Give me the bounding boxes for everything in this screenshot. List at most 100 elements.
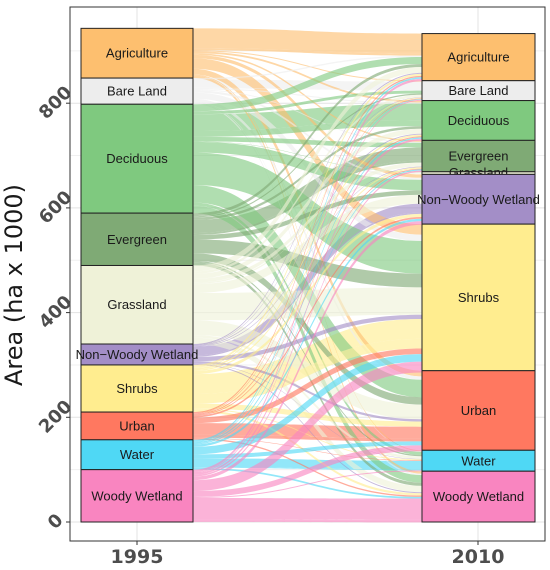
- flow-water-to-bare-land: [193, 99, 422, 443]
- node-label-2010-non-woody-wetland: Non−Woody Wetland: [417, 192, 540, 207]
- flow-grassland-to-shrubs: [193, 287, 422, 321]
- flow-water-to-deciduous: [193, 137, 422, 444]
- node-label-1995-woody-wetland: Woody Wetland: [91, 488, 182, 503]
- flow-non-woody-wetland-to-non-woody-wetland: [193, 203, 422, 356]
- flow-evergreen-to-bare-land: [193, 93, 422, 218]
- node-1995-shrubs: [80, 364, 194, 413]
- flow-urban-to-shrubs: [193, 348, 422, 424]
- flow-shrubs-to-shrubs: [193, 338, 422, 404]
- panel-border: [69, 6, 546, 542]
- flow-deciduous-to-deciduous: [193, 120, 422, 137]
- flow-urban-to-woody-wetland: [193, 438, 422, 497]
- node-label-1995-bare-land: Bare Land: [107, 84, 167, 99]
- node-label-2010-evergreen: Evergreen: [449, 149, 509, 164]
- node-1995-water: [80, 439, 194, 471]
- y-tick-label: 0: [44, 510, 68, 534]
- flow-woody-wetland-to-non-woody-wetland: [193, 221, 422, 481]
- node-label-1995-urban: Urban: [119, 418, 154, 433]
- flow-agriculture-to-deciduous: [193, 51, 422, 103]
- flow-water-to-woody-wetland: [193, 467, 422, 499]
- flow-non-woody-wetland-to-evergreen: [193, 166, 422, 347]
- flow-non-woody-wetland-to-urban: [193, 361, 422, 422]
- flow-non-woody-wetland-to-non-woody-wetland: [193, 212, 422, 357]
- node-1995-woody-wetland: [80, 469, 194, 523]
- flow-evergreen-to-non-woody-wetland: [193, 190, 422, 240]
- flow-evergreen-to-evergreen: [193, 160, 422, 236]
- flow-bare-land-to-evergreen: [193, 89, 422, 143]
- flow-grassland-to-non-woody-wetland: [193, 194, 422, 294]
- flow-urban-to-urban: [193, 434, 422, 442]
- flow-grassland-to-water: [193, 335, 422, 459]
- flow-woody-wetland-to-deciduous: [193, 138, 422, 476]
- node-2010-deciduous: [421, 100, 536, 141]
- flow-agriculture-to-agriculture: [193, 28, 422, 54]
- node-label-2010-deciduous: Deciduous: [448, 113, 510, 128]
- node-label-1995-agriculture: Agriculture: [106, 46, 168, 61]
- node-2010-agriculture: [421, 33, 536, 82]
- flow-bare-land-to-deciduous: [193, 88, 422, 104]
- flow-grassland-to-bare-land: [193, 94, 422, 274]
- flow-deciduous-to-bare-land: [193, 90, 422, 115]
- flow-urban-to-evergreen: [193, 168, 422, 416]
- flow-grassland-to-evergreen: [193, 162, 422, 283]
- node-2010-non-woody-wetland: [421, 173, 536, 225]
- flow-non-woody-wetland-to-shrubs: [193, 314, 422, 362]
- flow-agriculture-to-agriculture: [193, 48, 422, 56]
- node-2010-woody-wetland: [421, 470, 536, 523]
- flow-woody-wetland-to-woody-wetland: [193, 519, 422, 523]
- flow-shrubs-to-woody-wetland: [193, 409, 422, 496]
- node-2010-evergreen: [421, 139, 536, 173]
- node-label-2010-agriculture: Agriculture: [447, 50, 509, 65]
- node-label-2010-shrubs: Shrubs: [458, 290, 500, 305]
- flow-shrubs-to-shrubs: [193, 319, 422, 394]
- flow-evergreen-to-deciduous: [193, 126, 422, 220]
- node-2010-urban: [421, 370, 536, 451]
- flow-woody-wetland-to-woody-wetland: [193, 497, 422, 520]
- flow-woody-wetland-to-bare-land: [193, 99, 422, 474]
- flow-grassland-to-agriculture: [193, 66, 422, 272]
- flow-shrubs-to-agriculture: [193, 73, 422, 368]
- flow-shrubs-to-non-woody-wetland: [193, 213, 422, 375]
- flow-urban-to-non-woody-wetland: [193, 216, 422, 418]
- flow-bare-land-to-water: [193, 102, 422, 452]
- flow-woody-wetland-to-water: [193, 470, 422, 498]
- flow-water-to-shrubs: [193, 354, 422, 455]
- flow-shrubs-to-water: [193, 408, 422, 461]
- node-label-1995-non-woody-wetland: Non−Woody Wetland: [76, 347, 199, 362]
- flow-shrubs-to-bare-land: [193, 97, 422, 368]
- x-axis-label-1995: 1995: [111, 546, 164, 568]
- x-axis-label-2010: 2010: [452, 546, 505, 568]
- flow-grassland-to-grassland: [193, 173, 422, 285]
- flow-shrubs-to-evergreen: [193, 167, 422, 372]
- flow-evergreen-to-agriculture: [193, 64, 422, 217]
- flow-deciduous-to-woody-wetland: [193, 205, 422, 483]
- node-label-1995-water: Water: [120, 447, 155, 462]
- flow-non-woody-wetland-to-agriculture: [193, 72, 422, 345]
- node-1995-bare-land: [80, 77, 194, 105]
- flow-bare-land-to-agriculture: [193, 55, 422, 80]
- flow-urban-to-agriculture: [193, 75, 422, 414]
- node-1995-agriculture: [80, 27, 194, 79]
- flow-evergreen-to-urban: [193, 253, 422, 405]
- flow-shrubs-to-deciduous: [193, 134, 422, 370]
- flow-woody-wetland-to-evergreen: [193, 170, 422, 477]
- flow-agriculture-to-bare-land: [193, 50, 422, 82]
- flow-deciduous-to-grassland: [193, 141, 422, 173]
- node-label-2010-water: Water: [461, 453, 496, 468]
- flow-non-woody-wetland-to-water: [193, 363, 422, 460]
- flow-woody-wetland-to-agriculture: [193, 78, 422, 473]
- node-label-2010-urban: Urban: [461, 403, 496, 418]
- node-label-2010-woody-wetland: Woody Wetland: [433, 489, 524, 504]
- node-1995-evergreen: [80, 212, 194, 266]
- flow-water-to-non-woody-wetland: [193, 218, 422, 447]
- flow-grassland-to-deciduous: [193, 128, 422, 279]
- flow-bare-land-to-urban: [193, 98, 422, 380]
- flow-agriculture-to-shrubs: [193, 58, 422, 235]
- flow-urban-to-bare-land: [193, 98, 422, 414]
- flow-water-to-urban: [193, 441, 422, 459]
- flow-deciduous-to-agriculture: [193, 56, 422, 112]
- y-axis-title: Area (ha x 1000): [0, 184, 28, 386]
- flow-layer: [193, 28, 422, 523]
- node-label-2010-bare-land: Bare Land: [449, 83, 509, 98]
